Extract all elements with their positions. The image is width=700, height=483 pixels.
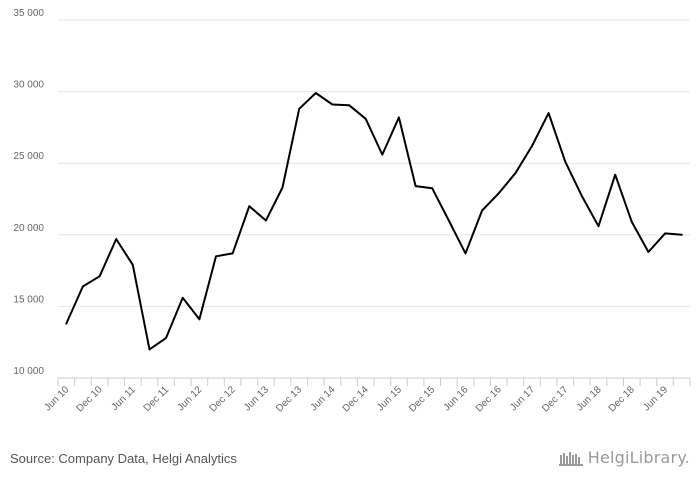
- library-logo-icon: [558, 449, 584, 467]
- series-line: [65, 92, 683, 351]
- y-tick-label: 30 000: [13, 80, 44, 91]
- x-tick-label: Dec 10: [75, 384, 105, 414]
- x-tick-label: Jun 17: [508, 384, 537, 413]
- x-tick-label: Jun 10: [42, 384, 71, 413]
- x-tick-label: Jun 15: [375, 384, 404, 413]
- x-tick-label: Dec 15: [407, 384, 437, 414]
- y-tick-label: 25 000: [13, 151, 44, 162]
- x-tick-label: Dec 16: [474, 384, 504, 414]
- x-tick-label: Dec 13: [274, 384, 304, 414]
- x-tick-label: Dec 12: [208, 384, 238, 414]
- x-tick-label: Dec 11: [142, 384, 172, 414]
- x-tick-label: Dec 18: [607, 384, 637, 414]
- x-tick-label: Jun 11: [109, 384, 138, 413]
- x-tick-label: Jun 13: [242, 384, 271, 413]
- x-tick-label: Dec 14: [341, 384, 371, 414]
- x-tick-label: Jun 14: [309, 384, 338, 413]
- brand: HelgiLibrary.: [558, 448, 690, 467]
- chart: 10 000 15 000 20 000 25 000 30 000 35 000 Jun…: [13, 8, 691, 415]
- x-axis: Jun 10 Dec 10 Jun 11 Dec 11 Jun 12 Dec 12 Jun …: [42, 378, 691, 415]
- x-tick-label: Jun 16: [442, 384, 471, 413]
- x-tick-label: Jun 12: [175, 384, 204, 413]
- y-tick-label: 20 000: [13, 223, 44, 234]
- gridlines: [58, 19, 690, 379]
- y-tick-label: 15 000: [13, 294, 44, 305]
- y-axis-labels: 10 000 15 000 20 000 25 000 30 000 35 000: [13, 8, 44, 377]
- line-chart: 10 000 15 000 20 000 25 000 30 000 35 000 Jun…: [13, 8, 691, 415]
- x-tick-label: Dec 17: [540, 384, 570, 414]
- brand-name: HelgiLibrary.: [587, 448, 690, 467]
- x-tick-label: Jun 18: [575, 384, 604, 413]
- y-tick-label: 10 000: [13, 366, 44, 377]
- x-tick-label: Jun 19: [641, 384, 670, 413]
- y-tick-label: 35 000: [13, 8, 44, 19]
- source-note: Source: Company Data, Helgi Analytics: [10, 451, 237, 466]
- series: [65, 92, 683, 351]
